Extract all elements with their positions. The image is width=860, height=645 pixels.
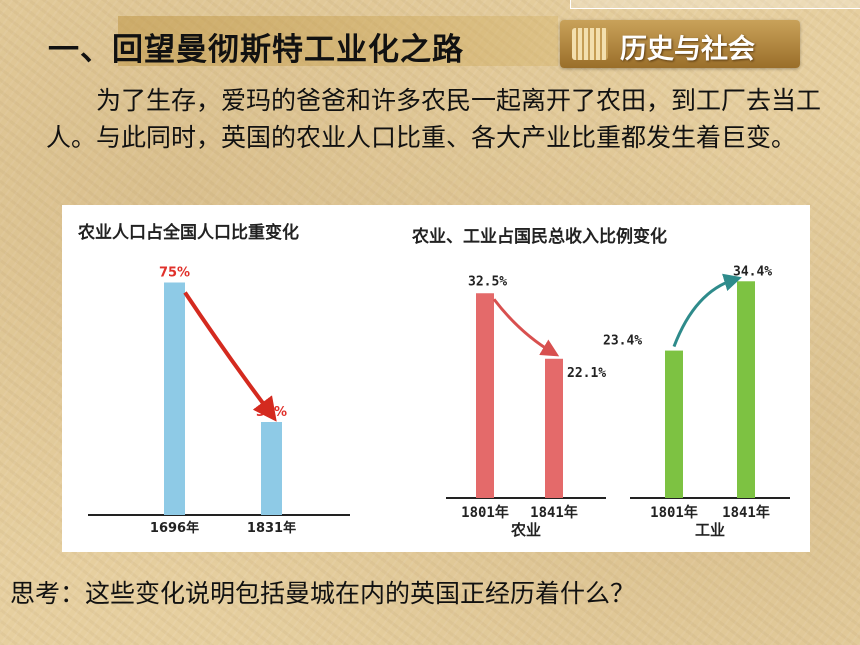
chart2-tick-label: 1841年 xyxy=(722,504,770,521)
body-paragraph-text: 为了生存，爱玛的爸爸和许多农民一起离开了农田，到工厂去当工人。与此同时，英国的农… xyxy=(46,86,822,152)
charts-panel xyxy=(62,205,810,552)
chart1-bar xyxy=(261,422,282,515)
chart1-value-label: 75% xyxy=(159,266,190,281)
top-decoration xyxy=(570,0,860,9)
question-text: 思考：这些变化说明包括曼城在内的英国正经历着什么？ xyxy=(10,579,636,608)
chart2-bar xyxy=(737,281,755,498)
chart2-bar xyxy=(665,350,683,498)
chart2-value-label: 34.4% xyxy=(733,264,772,279)
chart2-tick-label: 1801年 xyxy=(461,504,509,521)
chart2-trend-arrow xyxy=(492,298,560,357)
chart2-group-label: 工业 xyxy=(695,521,725,539)
chart2-tick-label: 1841年 xyxy=(530,504,578,521)
chart1-bar xyxy=(164,282,185,515)
slide-title: 一、回望曼彻斯特工业化之路 xyxy=(48,32,464,68)
chart2-title: 农业、工业占国民总收入比例变化 xyxy=(412,227,667,247)
chart2-value-label: 32.5% xyxy=(468,274,507,289)
chart2-bar xyxy=(476,293,494,498)
chart2-value-label: 22.1% xyxy=(567,366,606,381)
chart1-title: 农业人口占全国人口比重变化 xyxy=(78,223,299,243)
subject-badge-label: 历史与社会 xyxy=(620,34,755,65)
chart2-tick-label: 1801年 xyxy=(650,504,698,521)
chart1-trend-arrow xyxy=(183,291,277,422)
subject-badge: 历史与社会 xyxy=(560,20,800,68)
title-background-band xyxy=(118,16,558,66)
chart1-tick-label: 1696年 xyxy=(150,520,199,536)
body-paragraph: 为了生存，爱玛的爸爸和许多农民一起离开了农田，到工厂去当工人。与此同时，英国的农… xyxy=(46,82,851,156)
chart2-value-label: 23.4% xyxy=(603,334,642,349)
chart2-group-label: 农业 xyxy=(510,521,541,539)
scroll-icon xyxy=(572,28,608,60)
chart2-bar xyxy=(545,358,563,498)
chart1-tick-label: 1831年 xyxy=(247,520,296,536)
chart2-trend-arrow xyxy=(672,273,742,348)
